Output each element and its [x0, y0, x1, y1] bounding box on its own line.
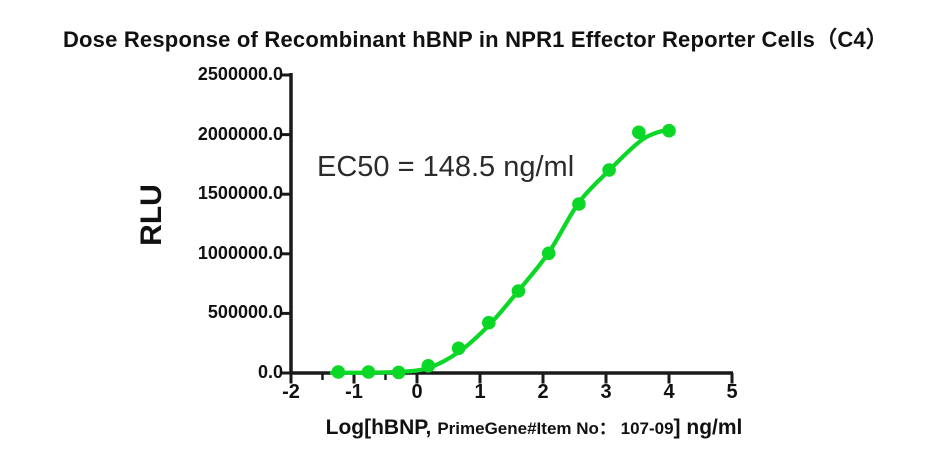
x-axis-label-suffix: ] ng/ml — [673, 416, 743, 439]
x-tick-label: 4 — [663, 381, 675, 403]
axis-lines — [289, 73, 733, 375]
x-tick-label: -2 — [282, 381, 300, 403]
y-tick-label: 1500000.0 — [197, 183, 283, 204]
x-tick-label: 0 — [411, 381, 423, 403]
data-point — [451, 341, 466, 356]
data-point — [572, 197, 586, 211]
y-tick-label: 2500000.0 — [197, 64, 283, 84]
x-tick-label: 1 — [474, 381, 486, 403]
data-point — [541, 246, 556, 261]
x-tick-label: 2 — [537, 381, 549, 403]
x-tick-label: -1 — [345, 381, 363, 403]
data-point — [331, 365, 346, 379]
y-tick-label: 0.0 — [257, 362, 283, 382]
data-point — [391, 365, 406, 380]
data-point — [361, 365, 376, 379]
y-tick-label: 2000000.0 — [197, 123, 283, 144]
x-tick-label: 3 — [600, 381, 612, 403]
chart-title: Dose Response of Recombinant hBNP in NPR… — [62, 27, 889, 52]
data-point — [632, 125, 646, 140]
data-point — [662, 123, 676, 138]
x-axis-label-item-number: PrimeGene#Item No： 107-09 — [437, 419, 674, 438]
y-tick-label: 1000000.0 — [197, 242, 283, 263]
x-axis-label-prefix: Log[hBNP, — [325, 416, 432, 439]
x-tick-label: 5 — [726, 381, 738, 403]
data-point — [511, 284, 526, 298]
ec50-annotation: EC50 = 148.5 ng/ml — [317, 151, 575, 183]
data-point — [421, 359, 436, 373]
data-point — [482, 315, 496, 330]
data-point — [602, 163, 616, 177]
y-tick-label: 500000.0 — [207, 302, 283, 323]
x-axis-label: Log[hBNP, PrimeGene#Item No： 107-09 ] ng… — [326, 414, 743, 440]
